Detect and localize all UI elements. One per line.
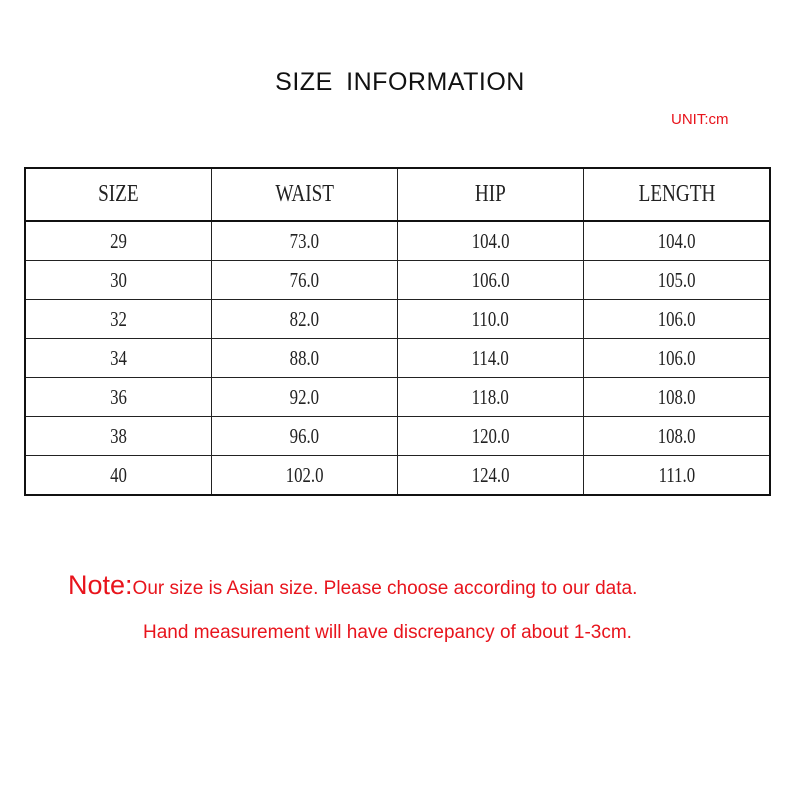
cell-text: 124.0 (471, 462, 510, 487)
table-cell: 106.0 (396, 260, 585, 300)
table-row: 32 82.0 110.0 106.0 (24, 299, 771, 339)
column-header: LENGTH (583, 167, 771, 222)
table-cell: 104.0 (396, 220, 585, 261)
table-cell: 88.0 (210, 338, 399, 378)
unit-label: UNIT:cm (671, 111, 729, 128)
cell-text: 114.0 (472, 345, 510, 370)
table-cell: 110.0 (396, 299, 585, 339)
cell-text: 105.0 (657, 267, 696, 292)
cell-text: 106.0 (657, 345, 696, 370)
column-header: HIP (396, 167, 585, 222)
table-cell: 104.0 (583, 220, 771, 261)
note-label: Note: (68, 570, 133, 600)
cell-text: 32 (109, 306, 127, 331)
table-cell: 36 (24, 377, 212, 417)
table-cell: 106.0 (583, 338, 771, 378)
cell-text: 110.0 (472, 306, 510, 331)
cell-text: 120.0 (471, 423, 510, 448)
table-cell: 118.0 (396, 377, 585, 417)
table-cell: 92.0 (210, 377, 399, 417)
table-cell: 106.0 (583, 299, 771, 339)
cell-text: 106.0 (657, 306, 696, 331)
table-cell: 73.0 (210, 220, 399, 261)
cell-text: 29 (109, 228, 127, 253)
table-cell: 29 (24, 220, 212, 261)
cell-text: 73.0 (289, 228, 320, 253)
cell-text: 96.0 (289, 423, 320, 448)
table-row: 34 88.0 114.0 106.0 (24, 338, 771, 378)
cell-text: 34 (109, 345, 127, 370)
table-row: 30 76.0 106.0 105.0 (24, 260, 771, 300)
cell-text: 30 (109, 267, 127, 292)
table-row: 36 92.0 118.0 108.0 (24, 377, 771, 417)
cell-text: 108.0 (657, 384, 696, 409)
note-line-1: Note:Our size is Asian size. Please choo… (68, 570, 637, 601)
table-cell: 105.0 (583, 260, 771, 300)
table-cell: 82.0 (210, 299, 399, 339)
header-text: LENGTH (638, 181, 716, 207)
header-text: HIP (475, 181, 507, 207)
cell-text: 108.0 (657, 423, 696, 448)
table-cell: 34 (24, 338, 212, 378)
table-cell: 124.0 (396, 455, 585, 496)
table-row: 29 73.0 104.0 104.0 (24, 220, 771, 261)
table-row: 40 102.0 124.0 111.0 (24, 455, 771, 496)
table-cell: 108.0 (583, 416, 771, 456)
table-cell: 30 (24, 260, 212, 300)
table-cell: 108.0 (583, 377, 771, 417)
table-cell: 111.0 (583, 455, 771, 496)
table-row: 38 96.0 120.0 108.0 (24, 416, 771, 456)
cell-text: 118.0 (472, 384, 510, 409)
page-title: SIZE INFORMATION (275, 68, 525, 96)
column-header: WAIST (210, 167, 399, 222)
header-text: SIZE (98, 181, 139, 207)
cell-text: 36 (109, 384, 127, 409)
cell-text: 104.0 (657, 228, 696, 253)
table-cell: 32 (24, 299, 212, 339)
table-cell: 40 (24, 455, 212, 496)
cell-text: 76.0 (289, 267, 320, 292)
table-cell: 102.0 (210, 455, 399, 496)
note-text-1: Our size is Asian size. Please choose ac… (132, 578, 638, 599)
cell-text: 111.0 (658, 462, 695, 487)
cell-text: 102.0 (285, 462, 324, 487)
column-header: SIZE (24, 167, 212, 222)
table-cell: 120.0 (396, 416, 585, 456)
cell-text: 88.0 (289, 345, 320, 370)
size-table: SIZE WAIST HIP LENGTH 29 73.0 104.0 104.0 30 76.… (24, 167, 771, 496)
cell-text: 82.0 (289, 306, 320, 331)
cell-text: 92.0 (289, 384, 320, 409)
cell-text: 104.0 (471, 228, 510, 253)
note-line-2: Hand measurement will have discrepancy o… (143, 622, 632, 643)
table-cell: 96.0 (210, 416, 399, 456)
table-cell: 38 (24, 416, 212, 456)
table-cell: 76.0 (210, 260, 399, 300)
table-cell: 114.0 (396, 338, 585, 378)
cell-text: 106.0 (471, 267, 510, 292)
cell-text: 38 (109, 423, 127, 448)
cell-text: 40 (109, 462, 127, 487)
table-header-row: SIZE WAIST HIP LENGTH (24, 167, 771, 222)
header-text: WAIST (275, 181, 334, 207)
